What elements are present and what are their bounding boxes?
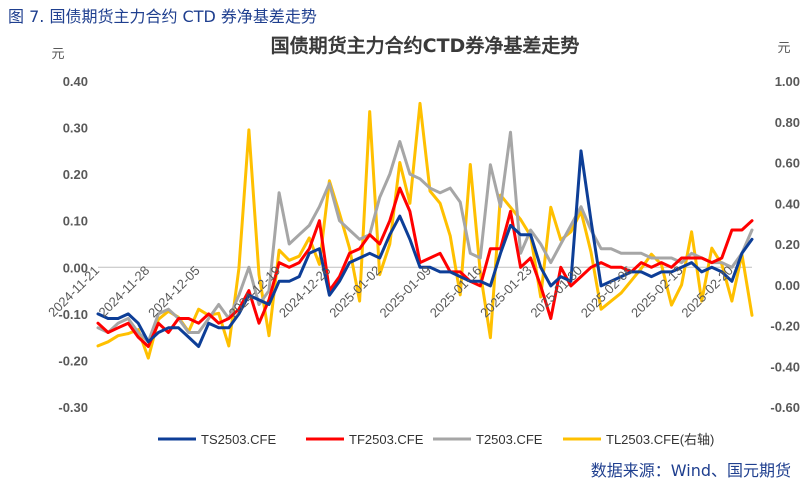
left-tick-label: 0.20 xyxy=(63,167,88,182)
left-tick-label: 0.40 xyxy=(63,74,88,89)
legend-label-tf: TF2503.CFE xyxy=(349,432,424,447)
series-layer xyxy=(96,101,754,360)
left-tick-label: 0.00 xyxy=(63,260,88,275)
right-tick-label: 0.40 xyxy=(775,196,800,211)
figure-caption: 图 7. 国债期货主力合约 CTD 券净基差走势 xyxy=(8,7,317,26)
series-line-t xyxy=(96,130,754,344)
legend: TS2503.CFE TF2503.CFE T2503.CFE TL2503.CFE(… xyxy=(158,432,714,447)
x-tick-label: 2025-01-09 xyxy=(377,263,435,321)
left-tick-label: -0.30 xyxy=(58,400,88,415)
left-axis-ticks: 0.40 0.30 0.20 0.10 0.00 -0.10 -0.20 -0.30 xyxy=(58,74,88,415)
left-axis-unit: 元 xyxy=(51,47,64,62)
x-tick-label: 2024-12-26 xyxy=(276,263,334,321)
chart-title: 国债期货主力合约CTD券净基差走势 xyxy=(271,34,580,57)
legend-label-t: T2503.CFE xyxy=(476,432,543,447)
right-axis-ticks: 1.00 0.80 0.60 0.40 0.20 0.00 -0.20 -0.40 -0.60 xyxy=(770,74,800,415)
right-tick-label: -0.20 xyxy=(770,319,800,334)
right-tick-label: 0.80 xyxy=(775,115,800,130)
series-line-tl xyxy=(96,101,754,360)
legend-label-ts: TS2503.CFE xyxy=(201,432,276,447)
legend-label-tl: TL2503.CFE(右轴) xyxy=(606,432,714,447)
right-tick-label: 1.00 xyxy=(775,74,800,89)
x-tick-label: 2024-11-28 xyxy=(95,263,152,320)
x-tick-label: 2024-12-05 xyxy=(145,263,203,321)
left-tick-label: -0.10 xyxy=(58,307,88,322)
right-tick-label: -0.60 xyxy=(770,400,800,415)
series-line-tf xyxy=(96,186,754,348)
x-tick-label: 2025-01-23 xyxy=(477,263,535,321)
series-line-ts xyxy=(96,149,754,348)
left-tick-label: 0.10 xyxy=(63,214,88,229)
right-axis-unit: 元 xyxy=(777,41,790,56)
source-note: 数据来源：Wind、国元期货 xyxy=(590,461,791,480)
left-tick-label: 0.30 xyxy=(63,121,88,136)
right-tick-label: 0.00 xyxy=(775,278,800,293)
left-tick-label: -0.20 xyxy=(58,353,88,368)
right-tick-label: -0.40 xyxy=(770,359,800,374)
right-tick-label: 0.60 xyxy=(775,156,800,171)
right-tick-label: 0.20 xyxy=(775,237,800,252)
